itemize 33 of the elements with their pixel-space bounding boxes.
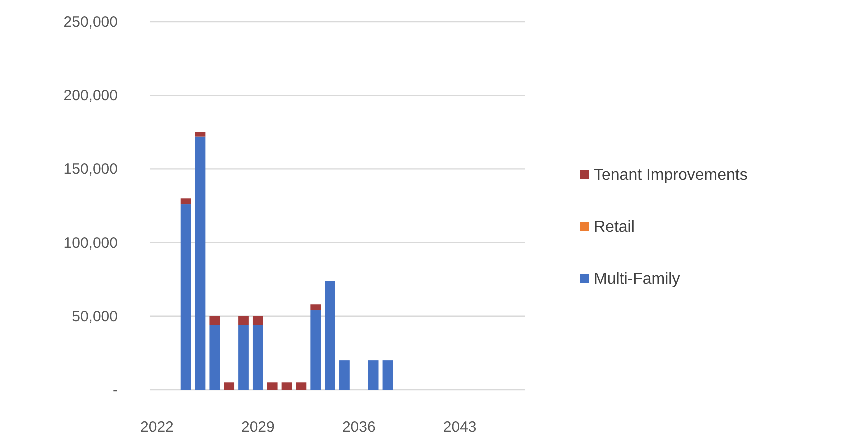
bar (310, 304, 322, 311)
legend-label: Retail (594, 219, 635, 236)
y-tick-label: 50,000 (72, 308, 118, 326)
x-tick-label: 2043 (443, 419, 477, 436)
bar (340, 360, 350, 390)
y-tick-label: 150,000 (64, 161, 118, 178)
bar (210, 316, 220, 326)
bar (180, 198, 192, 205)
x-tick-label: 2029 (241, 419, 275, 436)
bar (252, 316, 264, 326)
bar (282, 382, 292, 390)
bar (210, 325, 220, 390)
legend-label: Multi-Family (594, 271, 680, 288)
y-tick-label: 200,000 (64, 88, 118, 105)
x-tick-label: 2022 (140, 419, 174, 436)
bar (382, 360, 394, 390)
bar (238, 325, 249, 390)
bar (325, 281, 336, 390)
bar (224, 382, 235, 390)
bar (195, 136, 206, 390)
x-tick-label: 2036 (342, 419, 376, 436)
bar (238, 316, 249, 326)
bar (195, 132, 206, 137)
y-tick-label: 100,000 (64, 234, 118, 252)
bar (180, 204, 192, 390)
y-tick-label: 250,000 (64, 14, 118, 31)
bar (267, 382, 278, 390)
bar (252, 325, 264, 390)
y-tick-label: - (113, 382, 118, 399)
bar (310, 310, 322, 390)
legend-label: Tenant Improvements (594, 167, 748, 184)
bar (368, 360, 379, 390)
bar (296, 382, 307, 390)
